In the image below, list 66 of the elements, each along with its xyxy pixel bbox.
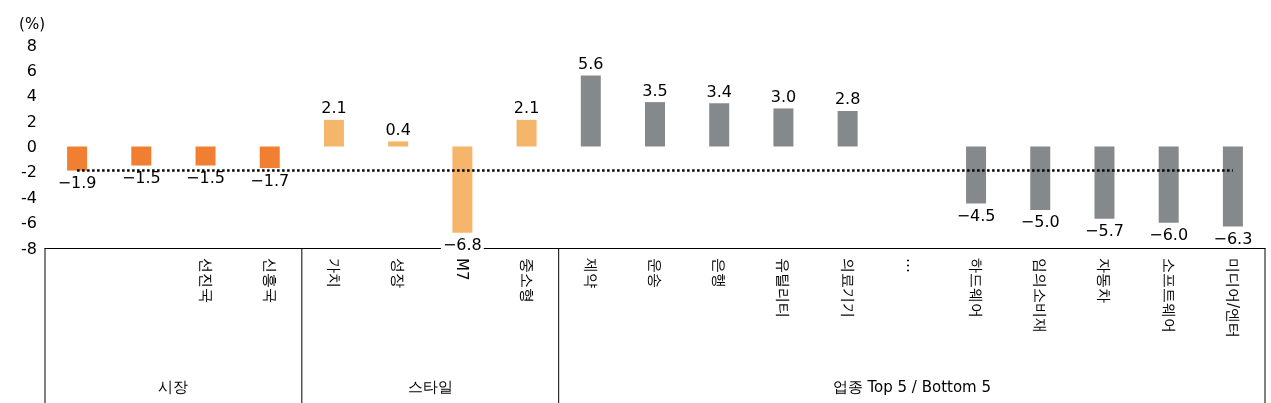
data-label: −6.0 (1149, 225, 1189, 245)
text: 시장 (158, 378, 189, 396)
y-tick-label: 8 (26, 35, 37, 55)
bar (452, 146, 473, 233)
data-label: 3.0 (770, 86, 797, 106)
text: 스타일 (407, 378, 453, 396)
bar (259, 146, 280, 169)
y-tick-label: 4 (26, 86, 37, 106)
x-tick-label: 중소형 (517, 258, 536, 303)
bar (966, 146, 987, 204)
x-tick-label: 제약 (581, 258, 600, 288)
x-tick-label: 성장 (389, 258, 408, 288)
y-tick-label: -4 (21, 187, 37, 207)
bar (67, 146, 88, 171)
x-tick-label: 소프트웨어 (1159, 258, 1178, 333)
bar (195, 146, 216, 166)
bar (1094, 146, 1115, 219)
data-label: 3.5 (642, 80, 668, 100)
x-tick-label: … (902, 258, 921, 273)
data-label: 0.4 (385, 119, 411, 139)
y-tick-label: -6 (21, 213, 37, 233)
data-label: −6.3 (1213, 228, 1253, 248)
bar (773, 108, 794, 147)
x-tick-label: 의료기기 (838, 258, 857, 318)
data-label: −4.5 (956, 206, 996, 226)
x-tick-label: 선진국 (196, 258, 215, 303)
x-tick-label: M7 (453, 258, 472, 281)
data-label: −1.5 (186, 168, 225, 188)
y-tick-label: 6 (26, 60, 37, 80)
bar (323, 119, 344, 147)
bar (1030, 146, 1051, 210)
bar (131, 146, 152, 166)
x-tick-label: 신흥국 (260, 258, 279, 303)
data-label: 2.1 (513, 98, 540, 118)
x-tick-label: 하드웨어 (967, 258, 986, 318)
text: 업종 Top 5 / Bottom 5 (832, 378, 992, 396)
y-axis-title: (%) (19, 14, 45, 33)
data-label: 2.8 (834, 89, 861, 109)
bar (837, 110, 858, 147)
data-label: −5.7 (1085, 221, 1124, 241)
bar (645, 102, 665, 147)
x-tick-label: 자동차 (1095, 258, 1114, 303)
y-tick-label: 2 (26, 111, 37, 131)
data-label: −5.0 (1020, 212, 1060, 232)
bar (580, 75, 601, 147)
bar (709, 103, 730, 147)
bar (1158, 146, 1179, 223)
data-label: 3.4 (706, 81, 732, 101)
bar (1222, 146, 1243, 227)
data-label: −1.7 (250, 170, 290, 190)
y-tick-label: 0 (26, 137, 37, 156)
data-label: 5.6 (578, 53, 604, 73)
x-tick-label: 유틸리티 (774, 258, 793, 318)
data-label: −1.9 (57, 173, 97, 193)
data-label: 2.1 (321, 98, 347, 118)
data-label: −1.5 (121, 168, 161, 188)
y-tick-label: -8 (21, 238, 37, 258)
bar (388, 141, 409, 147)
data-label: −6.8 (442, 235, 482, 255)
bar (516, 119, 537, 147)
x-tick-label: 가치 (324, 258, 343, 288)
x-tick-label: 운송 (646, 258, 664, 288)
x-tick-label: 은행 (710, 258, 729, 288)
x-tick-label: 임의소비재 (1031, 258, 1050, 333)
y-tick-label: -2 (21, 162, 37, 182)
x-tick-label: 미디어/엔터 (1223, 258, 1242, 339)
